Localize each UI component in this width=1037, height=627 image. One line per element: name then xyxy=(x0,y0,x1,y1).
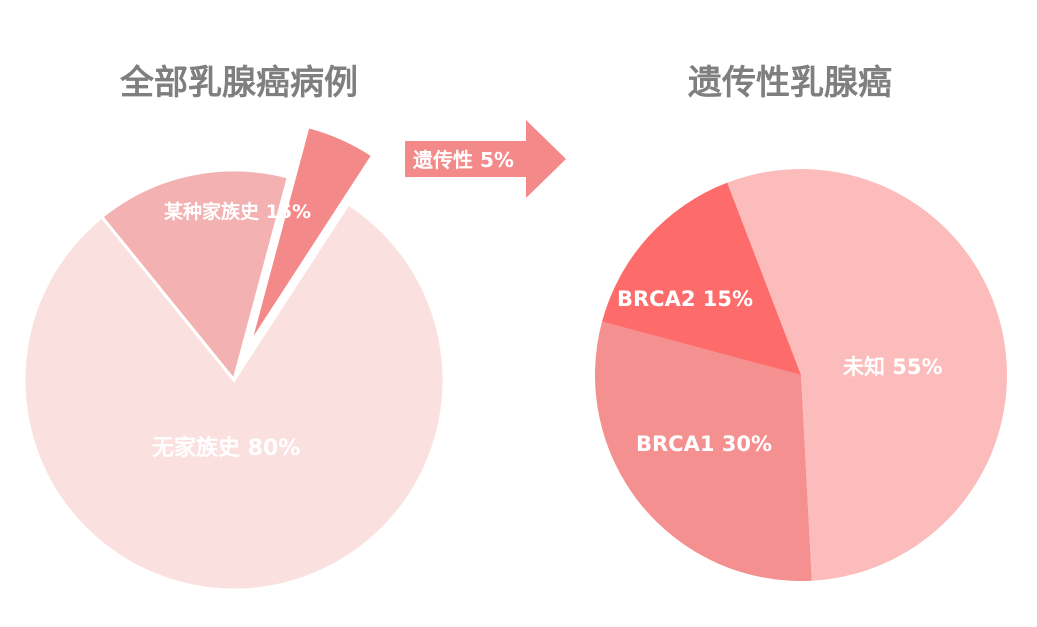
right-pie-slice xyxy=(594,321,812,582)
arrow-to-hereditary xyxy=(405,120,566,198)
label-some-family-history: 某种家族史 15% xyxy=(164,200,311,223)
right-pie-slice xyxy=(602,182,801,375)
right-chart-title: 遗传性乳腺癌 xyxy=(688,63,892,103)
label-brca2: BRCA2 15% xyxy=(617,287,753,311)
left-pie-slice xyxy=(253,128,371,337)
label-hereditary: 遗传性 5% xyxy=(412,148,514,172)
left-pie-slice xyxy=(22,201,446,592)
label-brca1: BRCA1 30% xyxy=(636,432,772,456)
left-pie-slice xyxy=(99,168,291,384)
right-pie xyxy=(594,169,1007,582)
slice-labels: 无家族史 80% 某种家族史 15% 遗传性 5% 未知 55% BRCA1 30% BR… xyxy=(152,148,943,461)
label-unknown: 未知 55% xyxy=(843,355,943,379)
right-pie-slice xyxy=(727,169,1007,581)
left-pie xyxy=(22,128,446,592)
left-chart-title: 全部乳腺癌病例 xyxy=(120,63,358,103)
label-no-family-history: 无家族史 80% xyxy=(152,435,300,461)
